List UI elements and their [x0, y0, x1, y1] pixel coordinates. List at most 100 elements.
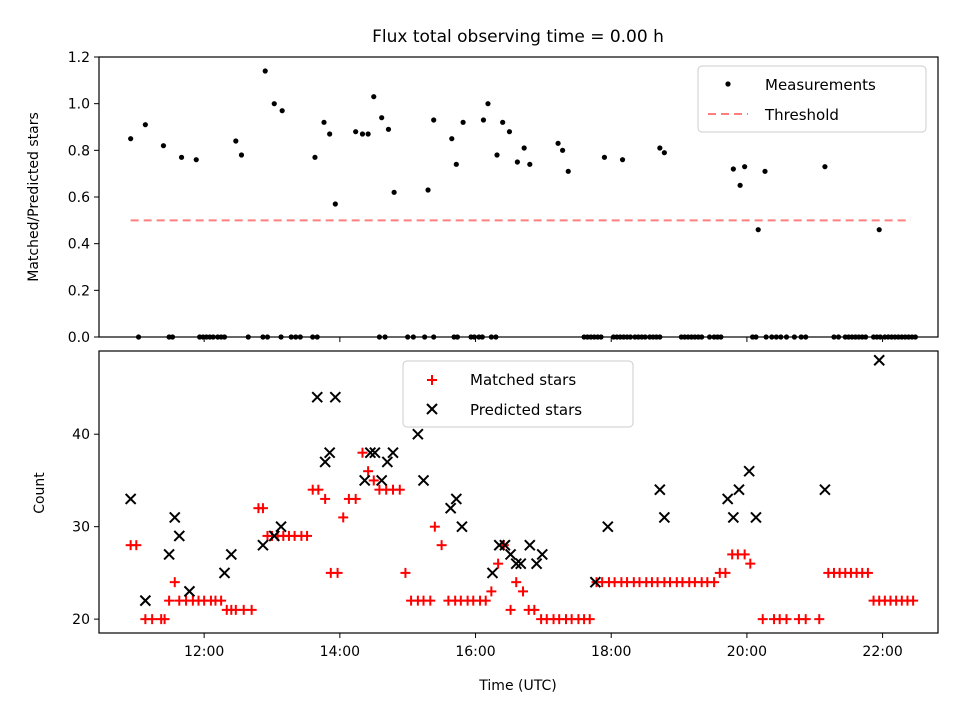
- legend-predicted-label: Predicted stars: [470, 401, 582, 419]
- measurement-point: [379, 115, 385, 121]
- predicted-star-marker: [873, 354, 885, 366]
- measurement-point: [755, 227, 761, 233]
- predicted-star-marker: [733, 483, 745, 496]
- top-y-tick-label: 0.0: [68, 330, 90, 346]
- bottom-x-tick-label: 18:00: [591, 644, 631, 660]
- matched-star-marker: [720, 567, 731, 578]
- predicted-star-marker: [369, 446, 381, 459]
- measurement-point: [385, 126, 392, 132]
- top-axes-frame: [98, 56, 939, 338]
- predicted-star-marker: [163, 548, 175, 561]
- predicted-star-marker: [524, 539, 536, 551]
- matched-star-marker: [216, 595, 227, 606]
- predicted-star-marker: [387, 446, 399, 459]
- predicted-star-marker: [486, 567, 499, 579]
- measurement-point: [514, 159, 520, 165]
- measurement-point: [449, 136, 455, 142]
- predicted-star-marker: [530, 557, 543, 570]
- measurement-point: [661, 150, 667, 156]
- measurement-point: [321, 119, 327, 125]
- top-y-tick-label: 1.0: [68, 97, 90, 113]
- predicted-star-marker: [124, 493, 137, 505]
- measurement-point: [238, 152, 245, 158]
- measurement-point: [142, 122, 148, 128]
- matched-star-marker: [814, 614, 825, 625]
- measurement-point: [559, 147, 566, 153]
- measurement-point: [359, 131, 366, 137]
- measurement-point: [371, 94, 377, 100]
- predicted-star-marker: [257, 539, 269, 551]
- predicted-star-marker: [225, 548, 238, 561]
- top-y-tick-label: 0.2: [68, 283, 90, 299]
- measurement-point: [128, 136, 134, 142]
- measurement-point: [565, 168, 571, 174]
- measurement-point: [193, 157, 199, 163]
- predicted-star-marker: [456, 520, 468, 533]
- matched-star-marker: [246, 604, 257, 615]
- measurement-point: [876, 227, 882, 233]
- predicted-star-marker: [329, 391, 342, 403]
- measurement-point: [431, 117, 437, 123]
- matched-star-marker: [436, 540, 447, 551]
- matched-star-marker: [480, 595, 491, 606]
- top-legend-box: [697, 65, 927, 133]
- bottom-y-tick-label: 40: [72, 427, 90, 443]
- matched-star-marker: [486, 586, 497, 597]
- predicted-star-marker: [589, 576, 602, 588]
- measurement-point: [453, 161, 459, 167]
- top-y-tick-label: 0.6: [68, 190, 90, 206]
- measurement-point: [391, 189, 397, 195]
- bottom-x-tick-label: 20:00: [727, 644, 767, 660]
- measurement-point: [425, 187, 431, 193]
- bottom-legend-box: [402, 360, 634, 428]
- matched-star-marker: [908, 595, 919, 606]
- matched-star-marker: [800, 614, 811, 625]
- measurement-point: [271, 101, 277, 107]
- matched-star-marker: [131, 540, 142, 551]
- predicted-star-marker: [311, 391, 323, 403]
- matched-star-marker: [169, 577, 180, 588]
- bottom-x-tick-label: 12:00: [184, 644, 224, 660]
- bottom-plot-area: 20 30 40 12:00 14:00 16:00 18:00 20:00 22:00: [72, 354, 919, 660]
- matched-star-marker: [350, 493, 361, 504]
- matched-star-marker: [584, 614, 595, 625]
- top-y-axis-label: Matched/Predicted stars: [26, 112, 42, 282]
- measurement-point: [657, 145, 663, 151]
- bottom-y-axis-label: Count: [32, 472, 48, 514]
- predicted-star-marker: [169, 511, 181, 524]
- measurement-point: [527, 161, 533, 167]
- matched-star-marker: [429, 521, 440, 532]
- measurement-point: [506, 129, 513, 135]
- top-legend: Measurements Threshold: [697, 65, 927, 133]
- measurement-point: [353, 129, 359, 135]
- matched-star-marker: [257, 503, 268, 514]
- top-plot-area: 0.0 0.2 0.4 0.6 0.8 1.0 1.2: [68, 50, 918, 346]
- measurement-point: [365, 131, 371, 137]
- predicted-star-marker: [658, 511, 671, 524]
- predicted-star-marker: [750, 511, 762, 524]
- top-chart-title: Flux total observing time = 0.00 h: [372, 27, 664, 47]
- predicted-star-marker: [412, 428, 424, 440]
- legend-matched-label: Matched stars: [470, 371, 576, 389]
- measurement-point: [312, 154, 318, 160]
- bottom-axes-frame: [98, 350, 939, 634]
- top-panel: Flux total observing time = 0.00 h Match…: [26, 27, 939, 346]
- predicted-star-marker: [504, 548, 517, 561]
- measurement-point: [521, 145, 527, 151]
- predicted-star-marker: [275, 520, 287, 533]
- measurement-point: [485, 101, 491, 107]
- matched-star-marker: [159, 614, 170, 625]
- bottom-x-tick-label: 22:00: [862, 644, 902, 660]
- predicted-star-marker: [359, 474, 371, 487]
- matched-star-marker: [757, 614, 768, 625]
- top-y-tick-label: 1.2: [68, 50, 90, 66]
- matched-star-marker: [332, 567, 343, 578]
- matched-star-marker: [320, 493, 331, 504]
- matched-star-marker: [302, 530, 313, 541]
- measurement-point: [178, 154, 185, 160]
- measurement-point: [332, 201, 338, 207]
- measurement-point: [737, 182, 743, 188]
- legend-threshold-label: Threshold: [764, 106, 839, 124]
- matched-star-marker: [505, 604, 516, 615]
